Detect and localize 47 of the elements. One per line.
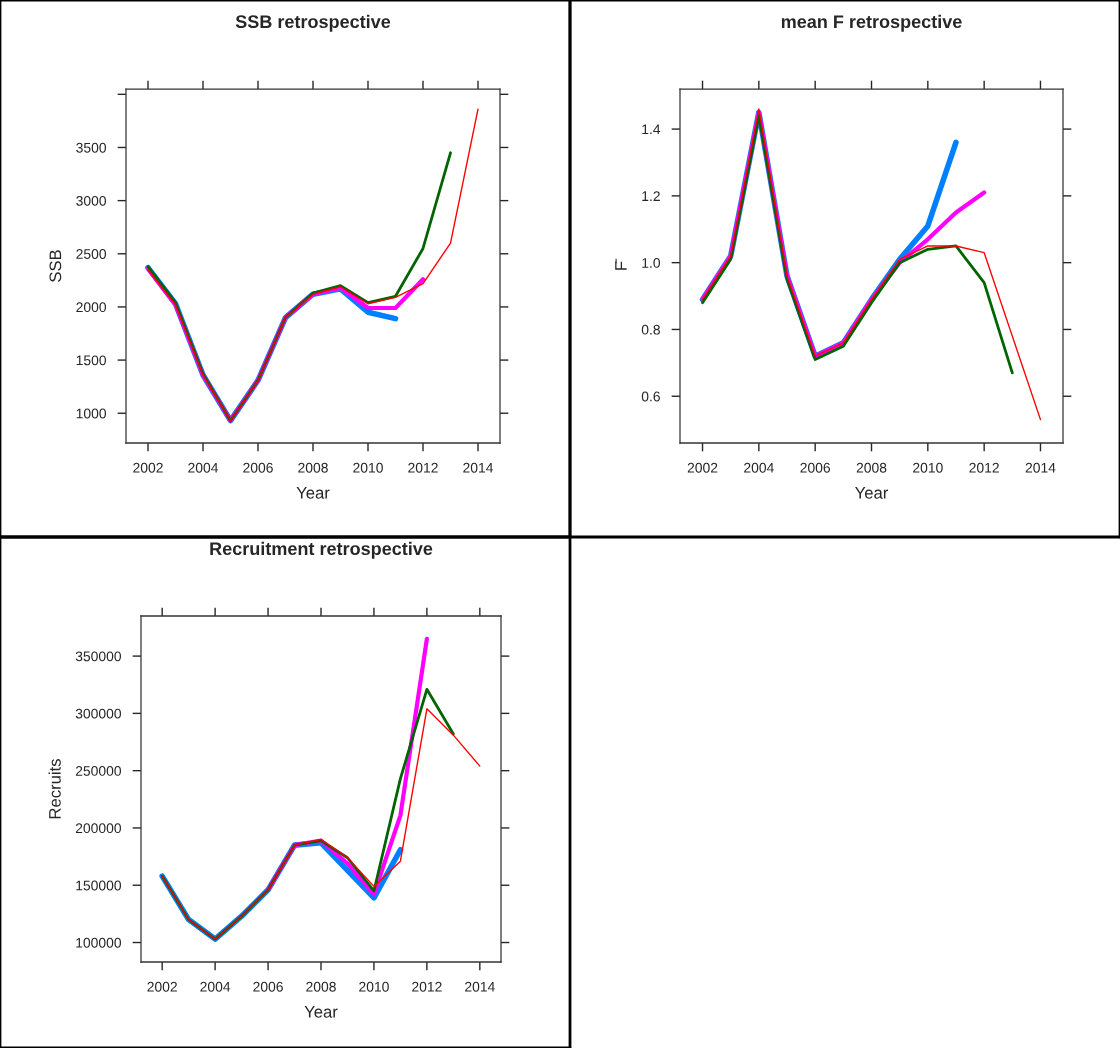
x-axis-title: Year	[855, 487, 889, 499]
y-axis-title: Recruits	[48, 759, 61, 819]
y-axis-title: SSB	[49, 250, 62, 282]
x-tick-label: 2008	[856, 462, 887, 473]
x-axis-title: Year	[304, 1006, 338, 1018]
y-tick-label: 300000	[75, 708, 122, 719]
x-tick-label: 2002	[147, 981, 177, 992]
y-tick-label: 2000	[76, 302, 107, 313]
y-axis-title: F̄	[615, 258, 627, 270]
x-tick-label: 2004	[200, 981, 231, 992]
x-tick-label: 2010	[913, 462, 943, 473]
y-tick-label: 1.4	[642, 124, 661, 135]
y-tick-label: 250000	[75, 766, 122, 776]
x-tick-label: 2004	[188, 462, 219, 473]
y-tick-label: 3500	[76, 142, 107, 153]
x-tick-label: 2006	[243, 462, 273, 473]
x-tick-label: 2014	[1025, 462, 1056, 473]
y-tick-label: 150000	[76, 880, 122, 891]
y-tick-label: 1.0	[642, 257, 661, 268]
chart-title: SSB retrospective	[235, 14, 391, 32]
x-tick-label: 2006	[800, 462, 831, 473]
x-tick-label: 2006	[253, 981, 283, 992]
y-tick-label: 2500	[76, 249, 107, 259]
x-tick-label: 2002	[133, 462, 163, 473]
chart-title: mean F retrospective	[781, 14, 962, 32]
x-tick-label: 2012	[969, 462, 999, 473]
x-tick-label: 2008	[306, 981, 336, 992]
y-tick-label: 0.6	[641, 391, 660, 402]
y-tick-label: 1500	[76, 355, 107, 366]
x-tick-label: 2012	[408, 462, 438, 473]
y-tick-label: 3000	[76, 195, 107, 206]
x-tick-label: 2012	[412, 981, 442, 992]
y-tick-label: 100000	[76, 937, 122, 948]
y-tick-label: 200000	[75, 823, 122, 834]
y-tick-label: 1000	[76, 408, 107, 419]
x-tick-label: 2002	[687, 462, 718, 473]
chart-title: Recruitment retrospective	[210, 541, 433, 559]
x-tick-label: 2014	[465, 981, 495, 992]
x-tick-label: 2010	[353, 462, 383, 473]
x-axis-title: Year	[296, 487, 330, 499]
x-tick-label: 2004	[744, 462, 774, 473]
y-tick-label: 1.2	[642, 191, 660, 201]
y-tick-label: 0.8	[641, 324, 660, 335]
x-tick-label: 2008	[298, 462, 328, 473]
x-tick-label: 2014	[463, 462, 494, 473]
x-tick-label: 2010	[359, 981, 389, 992]
y-tick-label: 350000	[75, 651, 122, 662]
